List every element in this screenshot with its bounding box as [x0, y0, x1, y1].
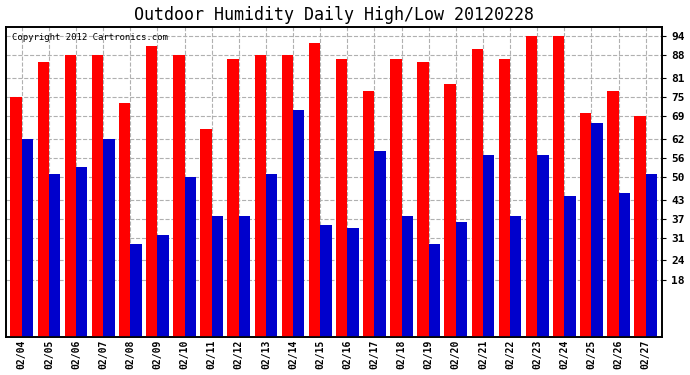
Bar	[634, 116, 646, 337]
Bar	[483, 154, 494, 337]
Bar	[363, 91, 375, 337]
Title: Outdoor Humidity Daily High/Low 20120228: Outdoor Humidity Daily High/Low 20120228	[134, 6, 534, 24]
Bar	[336, 58, 347, 337]
Bar	[119, 104, 130, 337]
Bar	[157, 235, 169, 337]
Bar	[375, 152, 386, 337]
Bar	[390, 58, 402, 337]
Bar	[255, 56, 266, 337]
Text: Copyright 2012 Cartronics.com: Copyright 2012 Cartronics.com	[12, 33, 168, 42]
Bar	[146, 46, 157, 337]
Bar	[92, 56, 104, 337]
Bar	[22, 139, 33, 337]
Bar	[402, 216, 413, 337]
Bar	[444, 84, 456, 337]
Bar	[607, 91, 618, 337]
Bar	[347, 228, 359, 337]
Bar	[591, 123, 603, 337]
Bar	[65, 56, 76, 337]
Bar	[456, 222, 467, 337]
Bar	[173, 56, 184, 337]
Bar	[417, 62, 428, 337]
Bar	[239, 216, 250, 337]
Bar	[293, 110, 304, 337]
Bar	[37, 62, 49, 337]
Bar	[320, 225, 332, 337]
Bar	[184, 177, 196, 337]
Bar	[200, 129, 212, 337]
Bar	[618, 193, 630, 337]
Bar	[228, 58, 239, 337]
Bar	[499, 58, 510, 337]
Bar	[309, 42, 320, 337]
Bar	[104, 139, 115, 337]
Bar	[428, 244, 440, 337]
Bar	[266, 174, 277, 337]
Bar	[471, 49, 483, 337]
Bar	[564, 196, 575, 337]
Bar	[510, 216, 522, 337]
Bar	[76, 168, 88, 337]
Bar	[646, 174, 657, 337]
Bar	[553, 36, 564, 337]
Bar	[282, 56, 293, 337]
Bar	[212, 216, 223, 337]
Bar	[526, 36, 537, 337]
Bar	[537, 154, 549, 337]
Bar	[130, 244, 141, 337]
Bar	[49, 174, 60, 337]
Bar	[580, 113, 591, 337]
Bar	[10, 97, 22, 337]
